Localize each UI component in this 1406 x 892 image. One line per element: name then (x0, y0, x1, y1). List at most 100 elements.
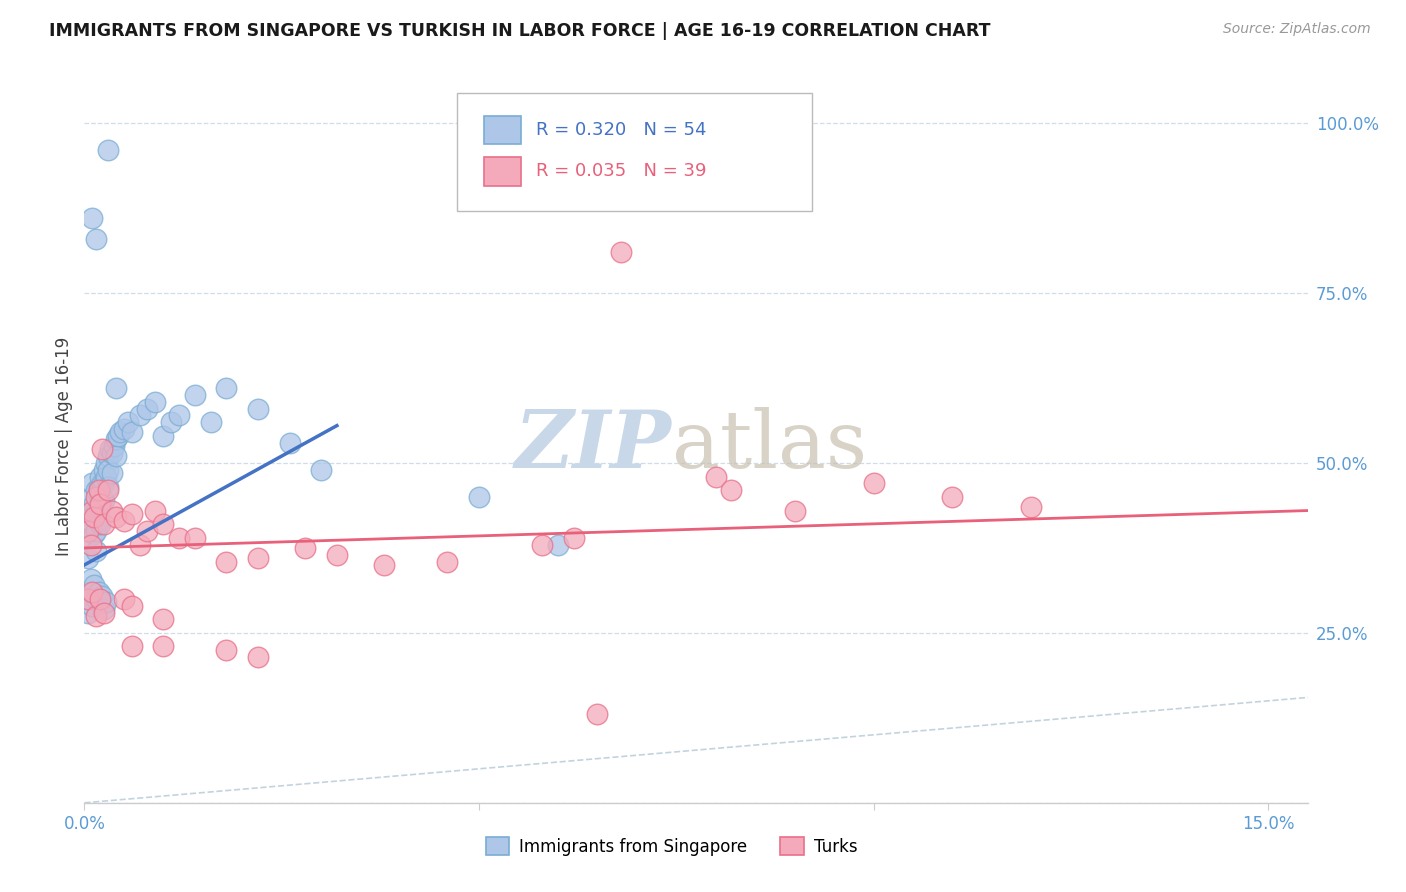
Point (98, 442, 121, 457)
Point (82, 490, 104, 504)
Point (104, 449, 127, 463)
Point (87, 514, 110, 528)
Point (112, 591, 135, 606)
Point (547, 537, 569, 551)
Point (145, 503, 167, 517)
FancyBboxPatch shape (457, 93, 813, 211)
Point (112, 422, 135, 436)
Point (79, 537, 101, 551)
Point (184, 531, 207, 545)
Point (77, 551, 100, 566)
Point (246, 401, 269, 416)
Point (89, 591, 111, 606)
Point (93, 517, 115, 532)
Point (89, 517, 111, 532)
Point (294, 541, 316, 555)
Point (87, 497, 110, 511)
Point (87, 483, 110, 498)
Point (278, 435, 301, 450)
Point (246, 649, 269, 664)
Point (103, 439, 125, 453)
Point (84, 591, 107, 606)
Point (184, 388, 207, 402)
Text: R = 0.320   N = 54: R = 0.320 N = 54 (536, 121, 706, 139)
Point (107, 429, 129, 443)
Point (373, 558, 395, 572)
Point (90, 589, 112, 603)
Point (90, 476, 112, 491)
Point (1021, 500, 1043, 515)
Point (89, 486, 111, 500)
Point (215, 555, 238, 569)
Point (562, 531, 585, 545)
Point (586, 707, 609, 722)
Point (84, 490, 107, 504)
Point (77, 531, 100, 545)
Point (309, 463, 332, 477)
Point (96, 469, 118, 483)
Point (93, 463, 115, 477)
Point (101, 466, 124, 480)
Point (531, 537, 554, 551)
Point (87, 480, 110, 494)
Point (97, 449, 120, 463)
Point (84, 608, 107, 623)
Point (84, 483, 107, 498)
Point (152, 429, 174, 443)
Point (84, 524, 107, 538)
Point (704, 469, 727, 483)
Point (128, 537, 150, 551)
Point (90, 493, 112, 508)
Point (97, 463, 120, 477)
Point (117, 415, 139, 429)
Point (167, 409, 190, 423)
Point (82, 211, 104, 226)
Point (160, 415, 183, 429)
Point (89, 595, 111, 609)
Point (101, 446, 124, 460)
Legend: Immigrants from Singapore, Turks: Immigrants from Singapore, Turks (479, 830, 865, 863)
Point (167, 531, 190, 545)
Point (82, 585, 104, 599)
Point (121, 640, 143, 654)
Point (93, 602, 115, 616)
Text: R = 0.035   N = 39: R = 0.035 N = 39 (536, 162, 706, 180)
Point (93, 476, 115, 491)
Y-axis label: In Labor Force | Age 16-19: In Labor Force | Age 16-19 (55, 336, 73, 556)
Point (215, 381, 238, 395)
Point (82, 503, 104, 517)
Point (121, 507, 143, 521)
Point (87, 585, 110, 599)
Point (145, 394, 167, 409)
Point (93, 606, 115, 620)
Point (89, 469, 111, 483)
Point (128, 409, 150, 423)
Point (82, 476, 104, 491)
Point (104, 510, 127, 524)
Point (83, 497, 105, 511)
Point (152, 517, 174, 532)
Point (82, 599, 104, 613)
Point (77, 585, 100, 599)
Point (83, 527, 105, 541)
Point (215, 643, 238, 657)
Text: Source: ZipAtlas.com: Source: ZipAtlas.com (1223, 22, 1371, 37)
Point (83, 510, 105, 524)
Point (326, 548, 349, 562)
Point (96, 595, 118, 609)
Point (104, 432, 127, 446)
Point (121, 425, 143, 440)
Point (84, 232, 107, 246)
Point (121, 599, 143, 613)
Point (108, 425, 131, 440)
Point (104, 381, 127, 395)
Point (136, 524, 159, 538)
Point (90, 442, 112, 457)
Point (468, 490, 491, 504)
Point (436, 555, 458, 569)
Point (862, 476, 884, 491)
Point (77, 591, 100, 606)
Point (97, 483, 120, 498)
Point (79, 510, 101, 524)
Text: atlas: atlas (672, 407, 866, 485)
